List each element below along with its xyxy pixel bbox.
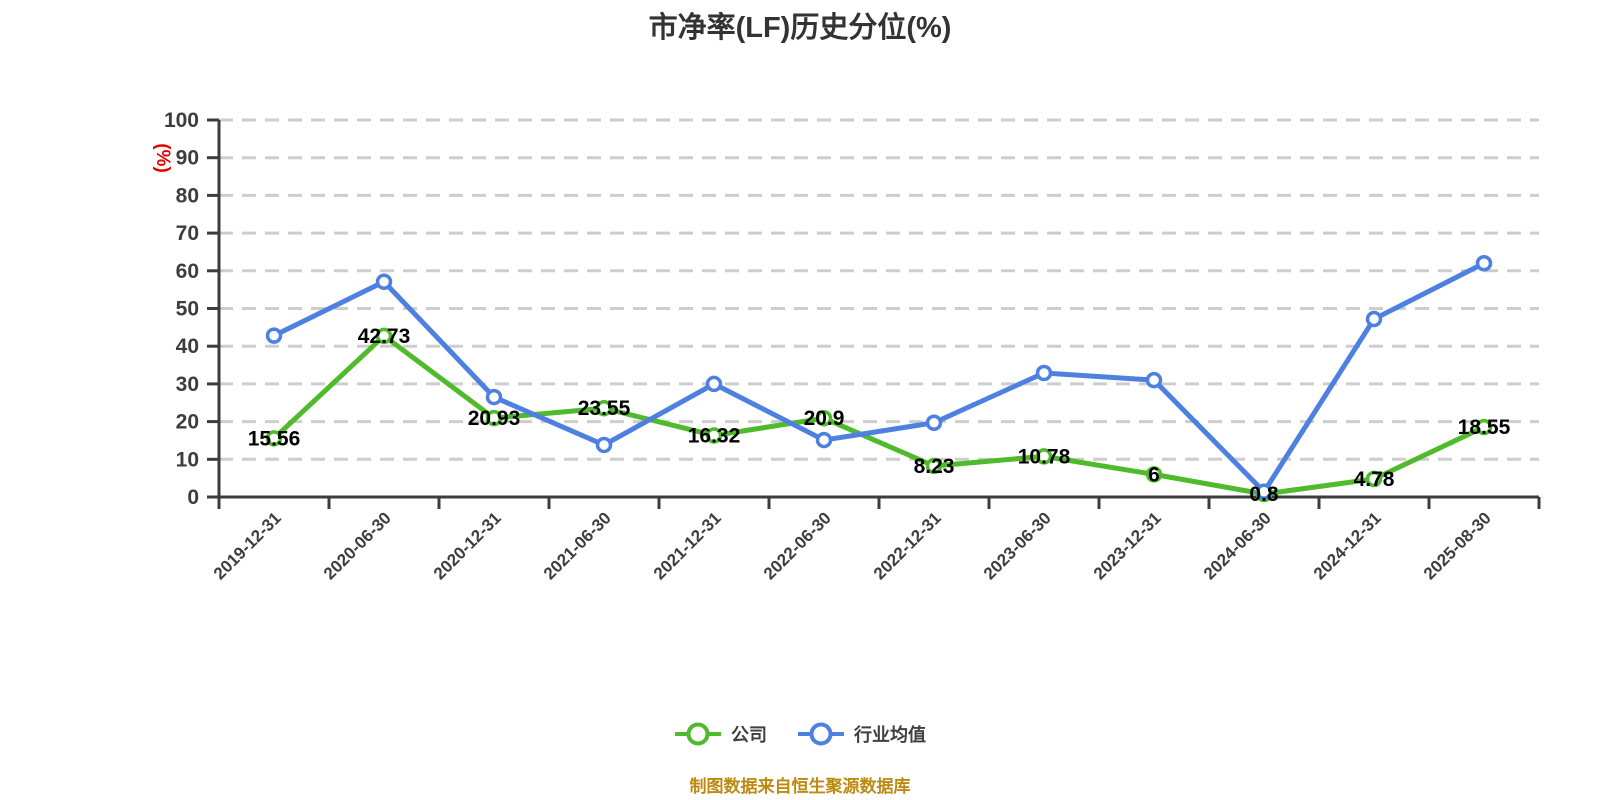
- data-point-company[interactable]: [1475, 418, 1493, 436]
- data-point-company[interactable]: [1145, 466, 1163, 483]
- data-label: 23.55: [578, 397, 631, 420]
- y-axis-label: 80: [176, 184, 199, 207]
- data-label: 16.32: [688, 424, 741, 447]
- data-label: 8.23: [914, 455, 955, 478]
- y-axis-label: 90: [176, 147, 199, 170]
- data-point-industry-average[interactable]: [1365, 310, 1383, 328]
- data-point-industry-average[interactable]: [815, 431, 833, 449]
- x-axis-label: 2023-06-30: [980, 508, 1055, 583]
- series-line-industry-average: [271, 260, 1487, 495]
- y-axis-unit-label: (%): [152, 143, 173, 173]
- data-point-industry-average[interactable]: [1035, 364, 1053, 382]
- data-point-industry-average[interactable]: [375, 273, 393, 290]
- chart-title: 市净率(LF)历史分位(%): [648, 12, 952, 44]
- data-label: 42.73: [358, 325, 411, 348]
- data-point-industry-average[interactable]: [265, 327, 283, 344]
- legend-label-company: 公司: [731, 725, 767, 745]
- data-label: 4.78: [1354, 468, 1395, 491]
- data-point-industry-average[interactable]: [925, 414, 943, 431]
- data-point-company[interactable]: [815, 409, 833, 427]
- data-point-industry-average[interactable]: [1255, 483, 1273, 500]
- data-label: 0.8: [1249, 483, 1279, 506]
- y-axis-label: 60: [176, 260, 199, 283]
- chart-legend: 公司 行业均值: [0, 721, 1600, 747]
- data-label: 10.78: [1018, 445, 1071, 468]
- legend-label-industry-average: 行业均值: [854, 725, 926, 745]
- data-point-industry-average[interactable]: [705, 375, 723, 393]
- data-label: 20.93: [468, 407, 521, 430]
- data-point-industry-average[interactable]: [595, 436, 613, 454]
- data-point-company[interactable]: [1035, 448, 1053, 465]
- legend-item-industry-average[interactable]: 行业均值: [797, 721, 926, 747]
- x-axis-label: 2021-06-30: [540, 508, 615, 583]
- y-axis-label: 20: [176, 411, 199, 434]
- x-axis-label: 2020-12-31: [430, 508, 505, 583]
- y-axis-label: 100: [164, 109, 199, 132]
- x-axis-label: 2022-12-31: [870, 508, 945, 583]
- data-point-industry-average[interactable]: [485, 388, 503, 406]
- y-axis-label: 50: [176, 298, 199, 321]
- y-axis-label: 40: [176, 335, 199, 358]
- y-axis-label: 30: [176, 373, 199, 396]
- data-point-company[interactable]: [705, 427, 723, 444]
- data-point-company[interactable]: [375, 327, 393, 345]
- x-axis-label: 2020-06-30: [320, 508, 395, 583]
- y-axis-label: 0: [187, 486, 199, 509]
- x-axis-label: 2024-06-30: [1200, 508, 1275, 583]
- data-label: 6: [1148, 463, 1160, 486]
- industry-series-marker-icon: [798, 722, 844, 746]
- data-point-company[interactable]: [595, 399, 613, 417]
- data-label: 20.9: [804, 407, 845, 430]
- x-axis-label: 2021-12-31: [650, 508, 725, 583]
- y-axis-label: 10: [176, 448, 199, 471]
- data-point-industry-average[interactable]: [1145, 371, 1163, 389]
- data-source-note: 制图数据来自恒生聚源数据库: [689, 777, 911, 796]
- data-point-company[interactable]: [265, 430, 283, 447]
- x-axis-label: 2024-12-31: [1310, 508, 1385, 583]
- data-point-company[interactable]: [925, 457, 943, 475]
- data-point-company[interactable]: [485, 409, 503, 427]
- data-point-industry-average[interactable]: [1475, 255, 1493, 272]
- x-axis-label: 2025-08-30: [1420, 508, 1495, 583]
- data-label: 15.56: [248, 427, 301, 450]
- company-series-marker-icon: [675, 722, 721, 746]
- legend-item-company[interactable]: 公司: [674, 721, 767, 747]
- x-axis-label: 2023-12-31: [1090, 508, 1165, 583]
- x-axis-label: 2022-06-30: [760, 508, 835, 583]
- y-axis-label: 70: [176, 222, 199, 245]
- x-axis-label: 2019-12-31: [210, 508, 285, 583]
- data-label: 18.55: [1458, 416, 1511, 439]
- data-point-company[interactable]: [1365, 470, 1383, 488]
- series-line-company: [271, 333, 1487, 497]
